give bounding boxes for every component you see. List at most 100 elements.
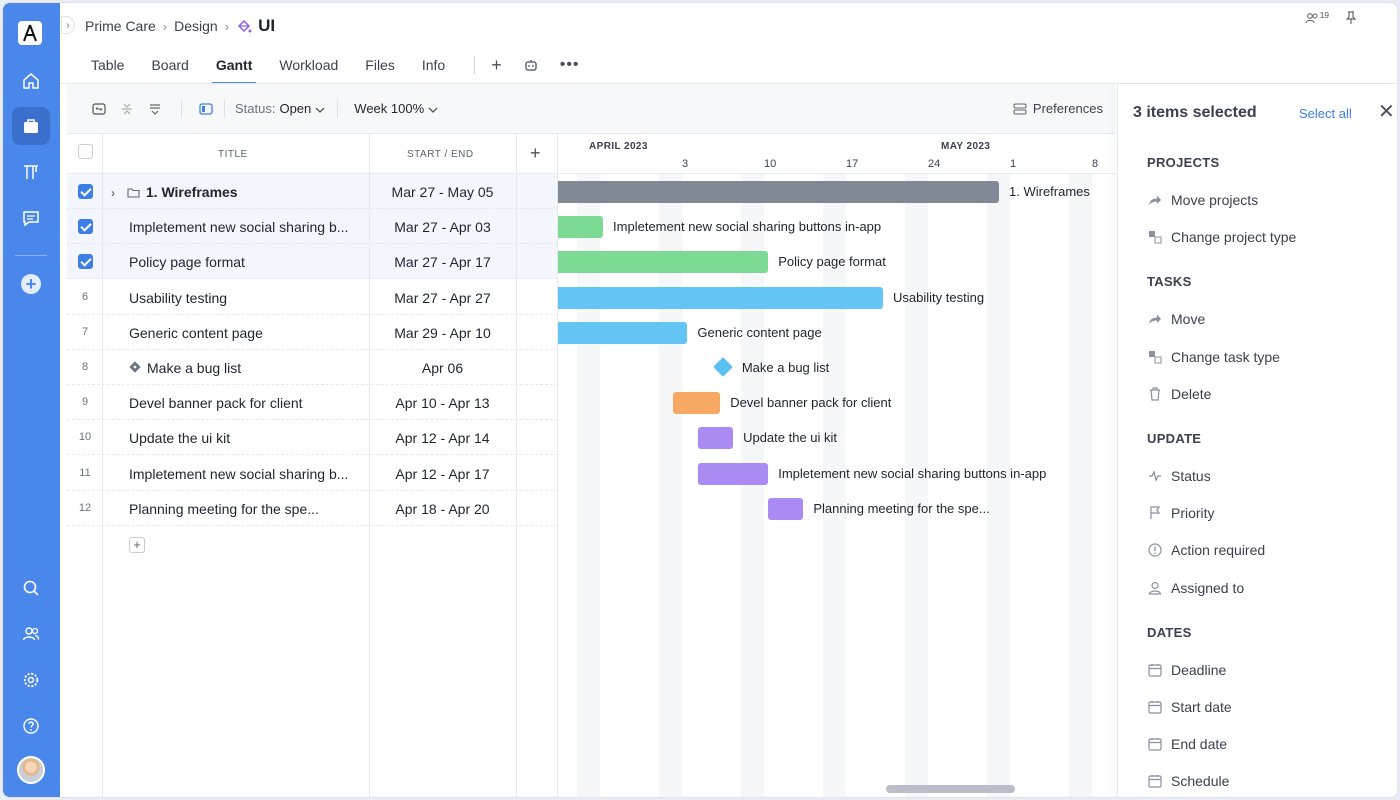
breadcrumb-item-prime-care[interactable]: Prime Care <box>85 18 156 34</box>
preferences-button[interactable]: Preferences <box>1013 101 1103 116</box>
row-checkbox[interactable] <box>78 254 93 270</box>
add-view-plus-icon[interactable]: + <box>491 54 502 75</box>
chat-icon[interactable] <box>12 199 50 237</box>
gantt-bar[interactable] <box>558 251 769 274</box>
bulk-action-change-task-type[interactable]: Change task type <box>1147 349 1280 365</box>
table-row[interactable]: 8 Make a bug list Apr 06 <box>67 350 558 385</box>
bulk-action-change-project-type[interactable]: Change project type <box>1147 229 1296 245</box>
add-icon[interactable]: + <box>21 274 41 294</box>
bulk-action-move-projects[interactable]: Move projects <box>1147 192 1258 208</box>
add-column-plus-icon[interactable]: + <box>530 143 542 163</box>
home-icon[interactable] <box>12 62 50 100</box>
row-title[interactable]: Generic content page <box>129 324 263 341</box>
row-dates[interactable]: Mar 27 - Apr 17 <box>394 254 491 271</box>
gantt-bar[interactable] <box>558 216 604 239</box>
row-dates[interactable]: Mar 29 - Apr 10 <box>394 324 491 341</box>
table-row[interactable]: Impletement new social sharing b... Mar 2… <box>67 209 558 245</box>
column-header-dates[interactable]: START / END <box>407 149 474 160</box>
status-filter-dropdown[interactable]: Open <box>279 101 312 116</box>
tab-workload[interactable]: Workload <box>279 57 339 73</box>
close-icon[interactable]: ✕ <box>1378 101 1395 123</box>
select-all-link[interactable]: Select all <box>1299 106 1352 121</box>
gantt-bar[interactable] <box>697 427 734 450</box>
row-title[interactable]: Update the ui kit <box>129 430 231 447</box>
bulk-action-assigned-to[interactable]: Assigned to <box>1147 580 1244 596</box>
row-checkbox[interactable] <box>78 219 93 235</box>
breadcrumb-separator-icon: › <box>162 18 168 34</box>
row-title[interactable]: Make a bug list <box>129 360 359 376</box>
table-row[interactable]: 6 Usability testing Mar 27 - Apr 27 <box>67 280 558 315</box>
table-row[interactable]: 12 Planning meeting for the spe... Apr 18 … <box>67 491 558 526</box>
horizontal-scrollbar[interactable] <box>886 785 1015 793</box>
row-checkbox[interactable] <box>78 184 93 199</box>
tab-files[interactable]: Files <box>365 57 395 73</box>
row-title[interactable]: Devel banner pack for client <box>129 395 303 412</box>
split-view-icon[interactable] <box>198 101 214 117</box>
gantt-bar[interactable] <box>558 286 884 309</box>
row-title[interactable]: Impletement new social sharing b... <box>129 219 349 236</box>
table-row[interactable]: 7 Generic content page Mar 29 - Apr 10 <box>67 315 558 350</box>
users-icon[interactable] <box>12 615 50 653</box>
row-title[interactable]: Policy page format <box>129 254 245 271</box>
row-dates[interactable]: Apr 10 - Apr 13 <box>395 395 490 412</box>
help-icon[interactable] <box>12 707 50 745</box>
row-title[interactable]: Usability testing <box>129 289 228 306</box>
tab-table[interactable]: Table <box>91 57 125 73</box>
bulk-action-move[interactable]: Move <box>1147 311 1205 327</box>
tab-info[interactable]: Info <box>421 57 446 73</box>
pin-icon[interactable] <box>1345 11 1357 25</box>
select-all-checkbox[interactable] <box>78 144 93 159</box>
row-dates[interactable]: Mar 27 - May 05 <box>391 184 494 200</box>
gantt-bar[interactable] <box>673 392 721 415</box>
table-row-group[interactable]: › 1. Wireframes Mar 27 - May 05 <box>67 174 558 209</box>
members-indicator[interactable]: 19 <box>1305 10 1357 25</box>
robot-icon[interactable] <box>524 58 538 72</box>
user-avatar[interactable] <box>17 756 45 784</box>
row-title[interactable]: Planning meeting for the spe... <box>129 500 319 517</box>
collapse-all-icon[interactable] <box>119 101 135 117</box>
fit-screen-icon[interactable] <box>91 101 107 117</box>
chevron-down-icon[interactable] <box>428 101 438 116</box>
row-dates[interactable]: Mar 27 - Apr 27 <box>394 289 491 306</box>
column-header-title[interactable]: TITLE <box>218 149 248 160</box>
row-title[interactable]: › 1. Wireframes <box>111 184 341 200</box>
gantt-bar[interactable] <box>558 181 999 203</box>
table-row[interactable]: 9 Devel banner pack for client Apr 10 - Ap… <box>67 385 558 421</box>
expand-chevron-icon[interactable]: › <box>111 186 115 200</box>
row-dates[interactable]: Apr 12 - Apr 17 <box>395 465 490 482</box>
table-row[interactable]: Policy page format Mar 27 - Apr 17 <box>67 244 558 280</box>
row-title[interactable]: Impletement new social sharing b... <box>129 465 349 482</box>
app-logo[interactable] <box>18 21 42 45</box>
row-dates[interactable]: Apr 18 - Apr 20 <box>395 500 490 517</box>
bulk-action-action-required[interactable]: Action required <box>1147 542 1265 558</box>
row-dates[interactable]: Apr 06 <box>421 360 464 376</box>
table-row[interactable]: 10 Update the ui kit Apr 12 - Apr 14 <box>67 420 558 456</box>
gantt-milestone[interactable] <box>712 357 733 377</box>
search-icon[interactable] <box>12 569 50 607</box>
table-row[interactable]: 11 Impletement new social sharing b... Apr… <box>67 456 558 491</box>
gantt-bar[interactable] <box>768 497 804 520</box>
breadcrumb-item-design[interactable]: Design <box>174 18 218 34</box>
sidebar-expand-chevron-icon[interactable]: › <box>61 16 75 34</box>
bulk-action-deadline[interactable]: Deadline <box>1147 662 1226 678</box>
tab-board[interactable]: Board <box>151 57 189 73</box>
tools-icon[interactable] <box>12 153 50 191</box>
row-dates[interactable]: Mar 27 - Apr 03 <box>394 219 491 236</box>
add-task-plus-icon[interactable]: + <box>129 537 145 553</box>
bulk-action-schedule[interactable]: Schedule <box>1147 773 1229 789</box>
zoom-dropdown[interactable]: Week 100% <box>354 101 425 116</box>
bulk-action-start-date[interactable]: Start date <box>1147 699 1232 715</box>
bulk-action-status[interactable]: Status <box>1147 468 1211 484</box>
bulk-action-priority[interactable]: Priority <box>1147 505 1215 521</box>
expand-all-icon[interactable] <box>147 101 163 117</box>
gantt-bar[interactable] <box>558 321 688 344</box>
more-options-icon[interactable]: ••• <box>559 56 580 73</box>
bulk-action-delete[interactable]: Delete <box>1147 386 1211 402</box>
row-dates[interactable]: Apr 12 - Apr 14 <box>395 430 490 447</box>
gantt-bar[interactable] <box>697 462 769 485</box>
briefcase-icon[interactable] <box>12 107 50 145</box>
chevron-down-icon[interactable] <box>315 101 325 116</box>
settings-gear-icon[interactable] <box>12 661 50 699</box>
bulk-action-end-date[interactable]: End date <box>1147 736 1227 752</box>
tab-gantt[interactable]: Gantt <box>211 49 256 84</box>
